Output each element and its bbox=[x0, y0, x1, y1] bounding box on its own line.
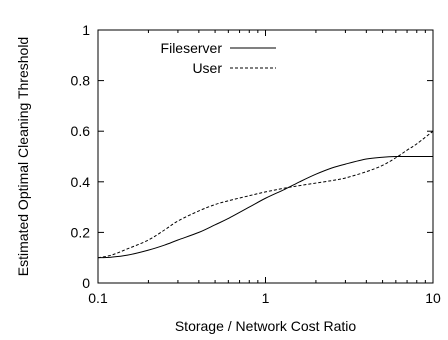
y-tick-label: 0.8 bbox=[71, 73, 91, 89]
series-line-fileserver bbox=[97, 155, 433, 259]
legend-label-user: User bbox=[192, 60, 222, 76]
x-tick-label: 10 bbox=[425, 290, 441, 306]
lines-layer bbox=[97, 130, 434, 259]
ticks-layer: 0 0.2 0.4 0.6 0.8 1 0.1 1 10 bbox=[71, 22, 441, 306]
x-tick-label: 1 bbox=[262, 290, 270, 306]
y-tick-label: 0.4 bbox=[71, 174, 91, 190]
legend: Fileserver User bbox=[161, 40, 276, 76]
plot-frame bbox=[97, 29, 434, 284]
legend-label-fileserver: Fileserver bbox=[161, 40, 223, 56]
y-tick-label: 1 bbox=[82, 22, 90, 38]
series-line-user bbox=[97, 130, 434, 259]
x-axis-title: Storage / Network Cost Ratio bbox=[175, 318, 357, 334]
y-tick-label: 0 bbox=[82, 275, 90, 291]
x-tick-label: 0.1 bbox=[88, 290, 108, 306]
y-tick-label: 0.2 bbox=[71, 224, 91, 240]
y-axis-title: Estimated Optimal Cleaning Threshold bbox=[15, 37, 31, 276]
y-tick-label: 0.6 bbox=[71, 123, 91, 139]
